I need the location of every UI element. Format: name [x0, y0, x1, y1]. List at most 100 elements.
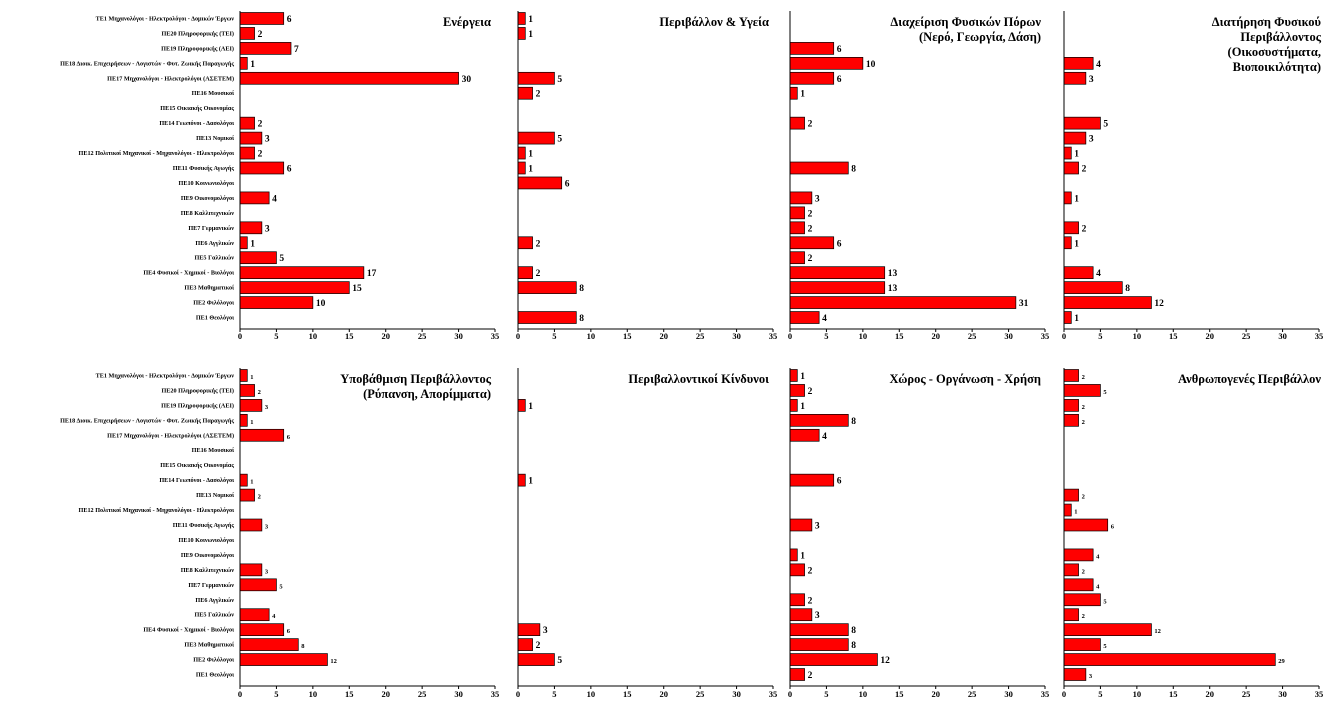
- bar: [517, 27, 526, 40]
- bar: [239, 191, 270, 205]
- bar: [789, 221, 805, 235]
- bar-value-label: 4: [1096, 553, 1100, 560]
- bar-value-label: 3: [265, 135, 270, 145]
- bar-value-label: 2: [808, 224, 813, 234]
- x-tick-label: 10: [309, 689, 318, 699]
- chart-title: Βιοποικιλότητα): [1233, 60, 1321, 74]
- x-tick-label: 15: [345, 331, 354, 341]
- bar: [1063, 653, 1276, 666]
- x-tick-label: 35: [1041, 331, 1050, 341]
- bar-value-label: 1: [1074, 239, 1079, 249]
- bar-value-label: 1: [528, 150, 533, 160]
- bar: [239, 221, 263, 235]
- x-tick-label: 5: [824, 331, 828, 341]
- bar: [517, 399, 526, 412]
- bar: [789, 608, 813, 622]
- bar-value-label: 7: [294, 45, 299, 55]
- bar-value-label: 2: [808, 209, 813, 219]
- x-tick-label: 5: [274, 689, 278, 699]
- category-label: ΠΕ13 Νομικοί: [196, 491, 234, 499]
- chart-title: Υποβάθμιση Περιβάλλοντος: [340, 372, 492, 386]
- x-tick-label: 25: [1242, 331, 1251, 341]
- x-tick-label: 20: [381, 331, 390, 341]
- bar-value-label: 8: [579, 314, 584, 324]
- bar-value-label: 30: [462, 75, 472, 85]
- bar-value-label: 4: [822, 314, 827, 324]
- x-tick-label: 35: [491, 331, 500, 341]
- bar-value-label: 3: [265, 524, 269, 531]
- x-tick-label: 15: [895, 689, 904, 699]
- bar-value-label: 6: [287, 434, 291, 441]
- bar: [789, 623, 849, 636]
- x-tick-label: 5: [1098, 331, 1102, 341]
- bar-value-label: 5: [1103, 643, 1107, 650]
- bar: [239, 608, 270, 622]
- bar-value-label: 8: [851, 417, 856, 427]
- category-label: ΠΕ17 Μηχανολόγοι - Ηλεκτρολόγοι (ΑΣΕΤΕΜ): [107, 74, 234, 82]
- x-tick-label: 5: [274, 331, 278, 341]
- bar-value-label: 6: [287, 15, 292, 25]
- bar: [789, 593, 805, 607]
- chart-title: Διατήρηση Φυσικού: [1212, 15, 1322, 29]
- chart-title: Ανθρωπογενές Περιβάλλον: [1178, 372, 1321, 386]
- x-tick-label: 30: [1004, 331, 1013, 341]
- bar-value-label: 1: [250, 419, 253, 426]
- bar: [789, 57, 864, 70]
- x-tick-label: 20: [1205, 689, 1214, 699]
- bar-value-label: 2: [258, 150, 263, 160]
- bar-value-label: 4: [822, 432, 827, 442]
- bar-value-label: 4: [1096, 269, 1101, 279]
- bar: [517, 176, 563, 190]
- category-label: ΠΕ11 Φυσικής Αγωγής: [173, 164, 235, 172]
- bar: [789, 414, 849, 427]
- bar-value-label: 10: [866, 60, 876, 70]
- bar: [1063, 369, 1079, 382]
- bar-value-label: 2: [536, 90, 541, 100]
- x-tick-label: 10: [1133, 331, 1142, 341]
- bar-value-label: 3: [1089, 135, 1094, 145]
- bar-value-label: 3: [265, 568, 269, 575]
- bar-value-label: 2: [1082, 494, 1085, 501]
- bar-value-label: 1: [1074, 314, 1079, 324]
- bar-value-label: 31: [1019, 299, 1029, 309]
- bar: [239, 638, 299, 651]
- bar: [239, 266, 365, 279]
- x-tick-label: 0: [238, 331, 242, 341]
- bar: [1063, 668, 1087, 681]
- x-tick-label: 10: [309, 331, 318, 341]
- category-label: ΠΕ6 Αγγλικών: [195, 239, 234, 247]
- bar-value-label: 2: [536, 269, 541, 279]
- bar-value-label: 3: [265, 224, 270, 234]
- bar: [239, 281, 350, 294]
- bar: [1063, 281, 1123, 294]
- x-tick-label: 30: [1278, 331, 1287, 341]
- bar: [239, 236, 248, 250]
- x-tick-label: 0: [788, 689, 792, 699]
- bar: [239, 428, 285, 442]
- category-label: ΠΕ2 Φιλόλογοι: [193, 656, 234, 664]
- x-tick-label: 20: [1205, 331, 1214, 341]
- x-tick-label: 10: [1133, 689, 1142, 699]
- x-tick-label: 10: [587, 331, 596, 341]
- bar-value-label: 13: [888, 284, 898, 294]
- bar: [789, 384, 805, 397]
- chart-title: (Νερό, Γεωργία, Δάση): [919, 30, 1041, 44]
- bar: [789, 236, 835, 250]
- bar-value-label: 2: [1082, 224, 1087, 234]
- bar-value-label: 4: [1096, 583, 1100, 590]
- bar: [1063, 161, 1079, 175]
- bar: [789, 206, 805, 220]
- bar-value-label: 8: [851, 165, 856, 175]
- bar: [1063, 236, 1072, 250]
- bar: [789, 428, 820, 442]
- bar: [1063, 191, 1072, 205]
- x-tick-label: 25: [418, 331, 427, 341]
- category-label: ΠΕ10 Κοινωνιολόγοι: [179, 179, 235, 187]
- bar-value-label: 5: [1103, 598, 1107, 605]
- x-tick-label: 25: [696, 689, 705, 699]
- bar-value-label: 2: [1082, 568, 1085, 575]
- bar-value-label: 12: [1154, 299, 1164, 309]
- bar-value-label: 5: [279, 254, 284, 264]
